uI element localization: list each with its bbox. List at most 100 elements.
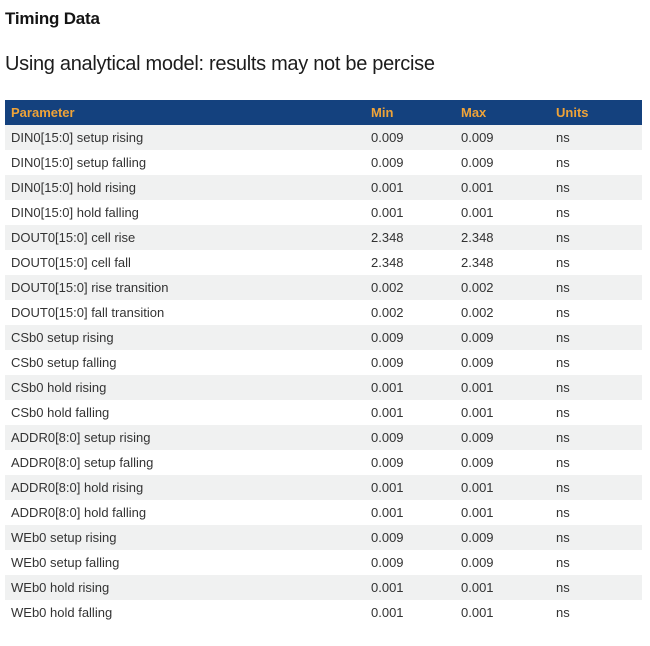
units-cell: ns [556, 530, 570, 545]
table-row: DIN0[15:0] hold rising 0.001 0.001 ns [5, 175, 642, 200]
table-row: DOUT0[15:0] cell rise 2.348 2.348 ns [5, 225, 642, 250]
units-cell: ns [556, 205, 570, 220]
table-row: DOUT0[15:0] rise transition 0.002 0.002 ns [5, 275, 642, 300]
parameter-cell: DIN0[15:0] hold falling [11, 205, 139, 220]
table-header: Parameter Min Max Units [5, 100, 642, 125]
units-cell: ns [556, 430, 570, 445]
min-cell: 0.009 [371, 430, 404, 445]
parameter-cell: WEb0 hold rising [11, 580, 110, 595]
min-cell: 0.001 [371, 605, 404, 620]
page-subtitle: Using analytical model: results may not … [5, 53, 435, 75]
min-cell: 0.001 [371, 505, 404, 520]
parameter-cell: CSb0 hold falling [11, 405, 110, 420]
column-header-min: Min [365, 100, 455, 125]
units-cell: ns [556, 455, 570, 470]
max-cell: 0.009 [461, 355, 494, 370]
units-cell: ns [556, 480, 570, 495]
min-cell: 2.348 [371, 230, 404, 245]
units-cell: ns [556, 130, 570, 145]
min-cell: 0.001 [371, 405, 404, 420]
min-cell: 0.009 [371, 155, 404, 170]
parameter-cell: ADDR0[8:0] hold falling [11, 505, 147, 520]
max-cell: 0.009 [461, 455, 494, 470]
parameter-cell: ADDR0[8:0] setup rising [11, 430, 151, 445]
table-row: DIN0[15:0] setup rising 0.009 0.009 ns [5, 125, 642, 150]
parameter-cell: DOUT0[15:0] cell rise [11, 230, 136, 245]
units-cell: ns [556, 305, 570, 320]
units-cell: ns [556, 230, 570, 245]
column-header-units: Units [550, 100, 642, 125]
max-cell: 0.001 [461, 380, 494, 395]
max-cell: 0.001 [461, 480, 494, 495]
units-cell: ns [556, 605, 570, 620]
parameter-cell: CSb0 setup rising [11, 330, 114, 345]
parameter-cell: CSb0 setup falling [11, 355, 117, 370]
table-row: CSb0 setup rising 0.009 0.009 ns [5, 325, 642, 350]
table-row: CSb0 hold falling 0.001 0.001 ns [5, 400, 642, 425]
min-cell: 0.009 [371, 330, 404, 345]
max-cell: 0.009 [461, 530, 494, 545]
units-cell: ns [556, 155, 570, 170]
min-cell: 0.009 [371, 555, 404, 570]
parameter-cell: ADDR0[8:0] hold rising [11, 480, 144, 495]
max-cell: 0.001 [461, 580, 494, 595]
min-cell: 0.001 [371, 480, 404, 495]
min-cell: 0.002 [371, 305, 404, 320]
max-cell: 0.009 [461, 555, 494, 570]
max-cell: 0.009 [461, 155, 494, 170]
table-row: ADDR0[8:0] hold rising 0.001 0.001 ns [5, 475, 642, 500]
min-cell: 0.001 [371, 180, 404, 195]
max-cell: 0.002 [461, 305, 494, 320]
table-row: DOUT0[15:0] cell fall 2.348 2.348 ns [5, 250, 642, 275]
column-header-max: Max [455, 100, 550, 125]
parameter-cell: DOUT0[15:0] rise transition [11, 280, 169, 295]
table-row: CSb0 hold rising 0.001 0.001 ns [5, 375, 642, 400]
units-cell: ns [556, 355, 570, 370]
table-row: WEb0 setup rising 0.009 0.009 ns [5, 525, 642, 550]
min-cell: 0.001 [371, 580, 404, 595]
units-cell: ns [556, 180, 570, 195]
max-cell: 2.348 [461, 255, 494, 270]
table-row: WEb0 hold falling 0.001 0.001 ns [5, 600, 642, 625]
max-cell: 0.001 [461, 605, 494, 620]
units-cell: ns [556, 330, 570, 345]
max-cell: 2.348 [461, 230, 494, 245]
min-cell: 2.348 [371, 255, 404, 270]
parameter-cell: DOUT0[15:0] cell fall [11, 255, 131, 270]
units-cell: ns [556, 405, 570, 420]
table-body: DIN0[15:0] setup rising 0.009 0.009 ns DIN0[… [5, 125, 642, 625]
parameter-cell: DIN0[15:0] hold rising [11, 180, 137, 195]
max-cell: 0.009 [461, 430, 494, 445]
table-row: ADDR0[8:0] setup falling 0.009 0.009 ns [5, 450, 642, 475]
table-row: ADDR0[8:0] setup rising 0.009 0.009 ns [5, 425, 642, 450]
min-cell: 0.009 [371, 355, 404, 370]
units-cell: ns [556, 580, 570, 595]
max-cell: 0.001 [461, 205, 494, 220]
table-header-row: Parameter Min Max Units [5, 100, 642, 125]
column-header-parameter: Parameter [5, 100, 365, 125]
table-row: WEb0 hold rising 0.001 0.001 ns [5, 575, 642, 600]
max-cell: 0.009 [461, 130, 494, 145]
max-cell: 0.001 [461, 180, 494, 195]
timing-data-table: Parameter Min Max Units DIN0[15:0] setup ri… [5, 100, 642, 625]
max-cell: 0.002 [461, 280, 494, 295]
parameter-cell: DOUT0[15:0] fall transition [11, 305, 165, 320]
units-cell: ns [556, 505, 570, 520]
min-cell: 0.009 [371, 455, 404, 470]
units-cell: ns [556, 555, 570, 570]
min-cell: 0.009 [371, 530, 404, 545]
max-cell: 0.001 [461, 505, 494, 520]
table-row: ADDR0[8:0] hold falling 0.001 0.001 ns [5, 500, 642, 525]
parameter-cell: DIN0[15:0] setup rising [11, 130, 144, 145]
table-row: DIN0[15:0] hold falling 0.001 0.001 ns [5, 200, 642, 225]
min-cell: 0.001 [371, 205, 404, 220]
table-row: DOUT0[15:0] fall transition 0.002 0.002 ns [5, 300, 642, 325]
min-cell: 0.001 [371, 380, 404, 395]
units-cell: ns [556, 380, 570, 395]
parameter-cell: CSb0 hold rising [11, 380, 107, 395]
table-row: WEb0 setup falling 0.009 0.009 ns [5, 550, 642, 575]
max-cell: 0.009 [461, 330, 494, 345]
page-title: Timing Data [5, 9, 100, 28]
parameter-cell: WEb0 hold falling [11, 605, 113, 620]
parameter-cell: WEb0 setup falling [11, 555, 120, 570]
